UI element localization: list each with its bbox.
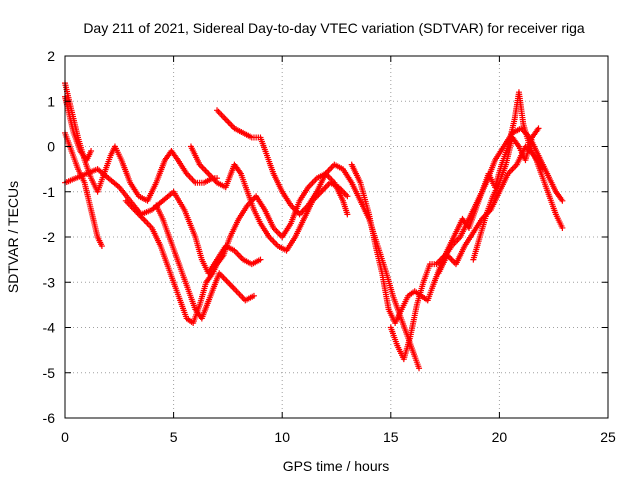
series-arc-9 (348, 125, 566, 326)
y-tick-label: -4 (43, 320, 56, 336)
x-tick-label: 25 (600, 429, 616, 445)
data-point (88, 148, 95, 155)
data-point (257, 256, 264, 263)
x-tick-label: 5 (170, 429, 178, 445)
grid-layer (65, 56, 608, 418)
chart-title: Day 211 of 2021, Sidereal Day-to-day VTE… (83, 20, 585, 36)
series-arc-1 (62, 80, 221, 204)
x-tick-label: 10 (274, 429, 290, 445)
y-tick-label: -6 (43, 410, 56, 426)
y-tick-label: -1 (43, 184, 56, 200)
data-point (250, 292, 257, 299)
series-arc-7 (187, 143, 351, 254)
data-point (416, 365, 423, 372)
series-arc-3 (62, 129, 105, 250)
data-point (539, 166, 546, 173)
series-arc-4 (62, 166, 264, 277)
points-layer (62, 80, 566, 372)
plot-frame (64, 55, 609, 419)
data-point (535, 125, 542, 132)
data-point (559, 224, 566, 231)
series-arc-10 (387, 89, 566, 363)
x-axis-label: GPS time / hours (283, 458, 390, 474)
x-tick-label: 20 (492, 429, 508, 445)
series-arc-12 (470, 125, 542, 263)
y-tick-label: 1 (47, 93, 55, 109)
series-arc-2 (62, 93, 95, 164)
y-tick-label: 0 (47, 139, 55, 155)
data-point (98, 243, 105, 250)
y-axis-label: SDTVAR / TECUs (5, 181, 21, 293)
series-arc-8 (153, 202, 257, 322)
data-point (344, 211, 351, 218)
y-tick-label: 2 (47, 48, 55, 64)
data-point (559, 197, 566, 204)
x-tick-label: 15 (383, 429, 399, 445)
x-tick-label: 0 (61, 429, 69, 445)
y-tick-label: -3 (43, 274, 56, 290)
y-tick-label: -2 (43, 229, 56, 245)
y-tick-label: -5 (43, 365, 56, 381)
data-point (344, 193, 351, 200)
